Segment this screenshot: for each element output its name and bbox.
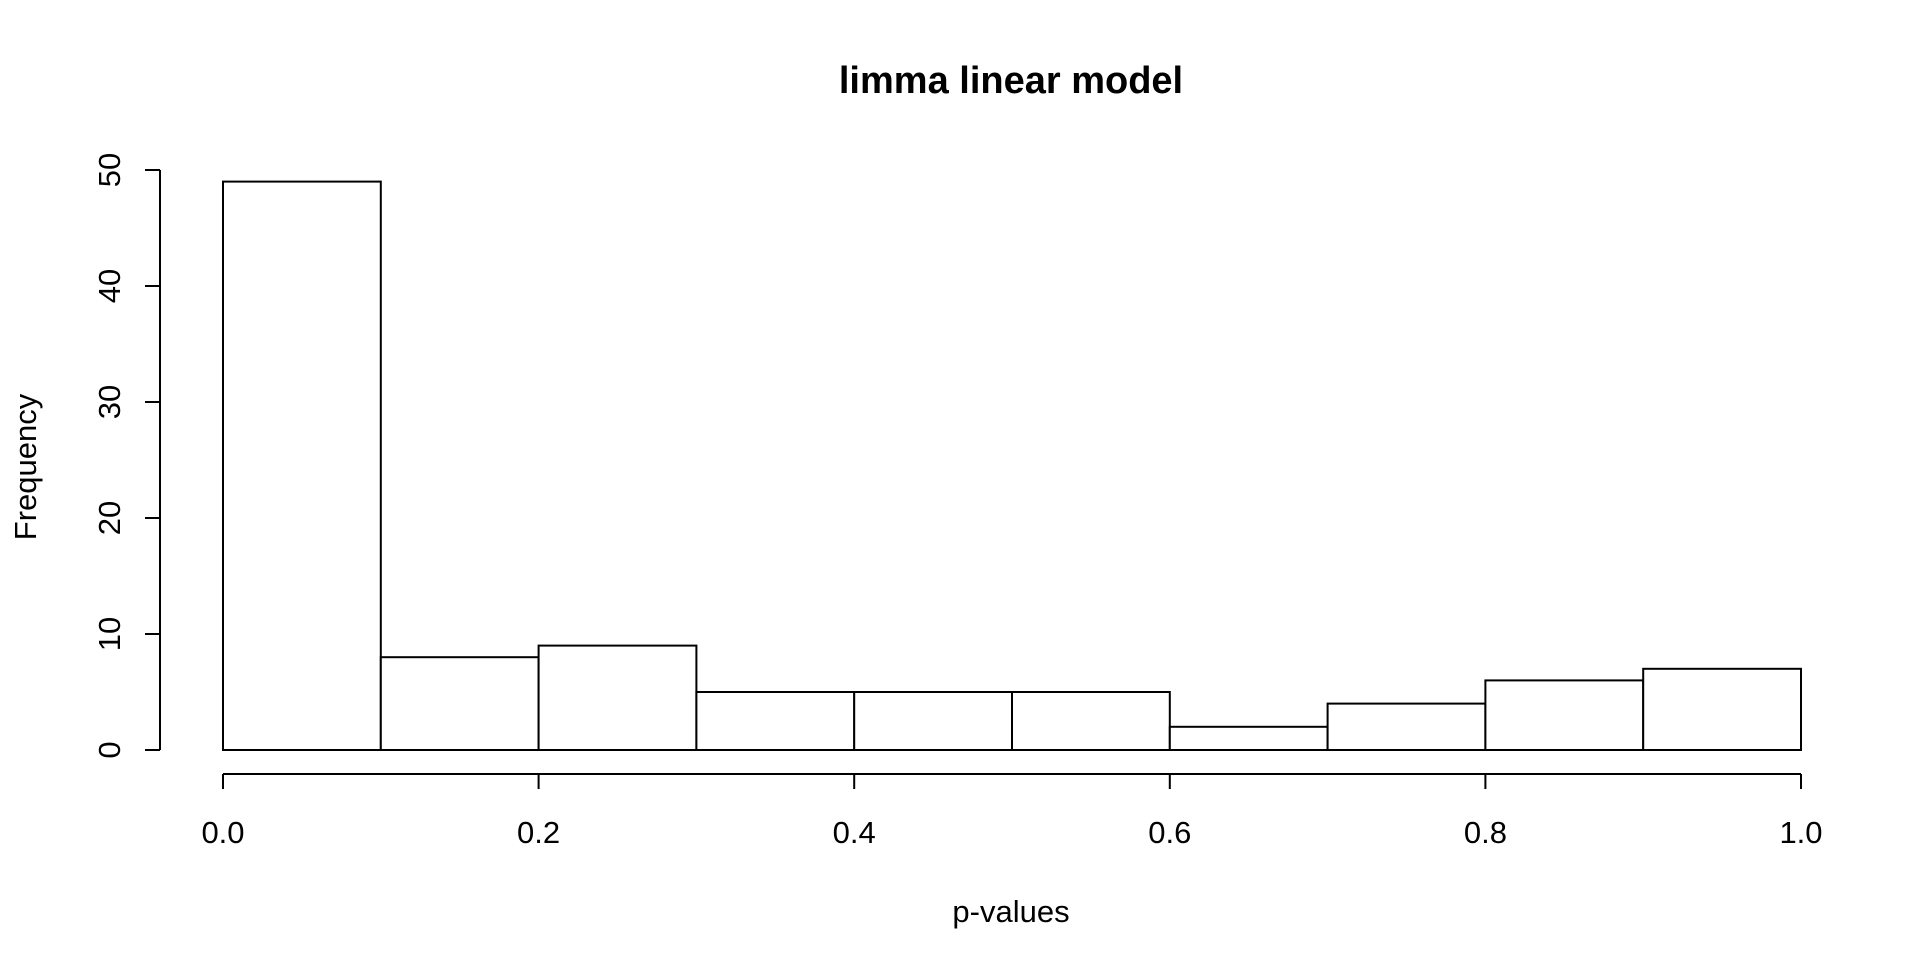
histogram-bar-4	[853, 691, 1014, 751]
histogram-bar-7	[1326, 702, 1487, 751]
x-axis-label: p-values	[952, 894, 1069, 929]
histogram-bar-8	[1484, 679, 1645, 752]
x-tick-label-3: 0.6	[1148, 815, 1191, 850]
histogram-bar-0	[222, 180, 382, 752]
histogram-bar-2	[537, 644, 698, 751]
histogram-bar-3	[695, 691, 856, 751]
y-axis: 0 10 20 30 40 50	[92, 153, 161, 759]
histogram-bar-1	[379, 656, 540, 752]
x-tick-label-1: 0.2	[517, 815, 560, 850]
chart-title: limma linear model	[839, 60, 1183, 102]
x-tick-label-5: 1.0	[1779, 815, 1822, 850]
y-tick-label-2: 20	[92, 501, 127, 535]
y-tick-label-1: 10	[92, 617, 127, 651]
histogram-bar-5	[1011, 691, 1171, 751]
y-tick-label-4: 40	[92, 269, 127, 303]
histogram-bar-9	[1642, 667, 1802, 751]
x-axis: 0.0 0.2 0.4 0.6 0.8 1.0	[201, 773, 1823, 850]
x-tick-label-4: 0.8	[1464, 815, 1507, 850]
x-tick-label-2: 0.4	[833, 815, 876, 850]
y-tick-label-3: 30	[92, 385, 127, 419]
bars-group	[222, 180, 1802, 752]
y-tick-label-0: 0	[92, 741, 127, 758]
histogram-bar-6	[1168, 725, 1329, 751]
x-tick-label-0: 0.0	[201, 815, 244, 850]
y-axis-label: Frequency	[8, 393, 43, 540]
y-tick-label-5: 50	[92, 153, 127, 187]
